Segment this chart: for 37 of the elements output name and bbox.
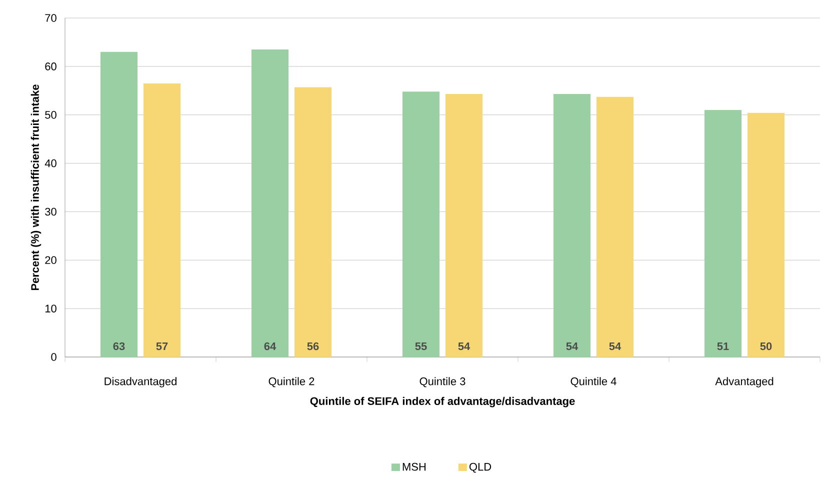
data-label: 54 xyxy=(566,342,578,350)
y-tick-label: 40 xyxy=(44,159,56,168)
bar xyxy=(294,87,332,357)
data-label: 57 xyxy=(156,342,168,350)
bar xyxy=(748,112,785,357)
y-tick-label: 30 xyxy=(45,208,56,216)
bar xyxy=(402,92,440,357)
bar xyxy=(144,83,181,357)
data-label: 50 xyxy=(760,342,772,350)
data-label: 54 xyxy=(458,342,470,350)
data-label: 63 xyxy=(113,342,125,350)
legend-label: MSH xyxy=(402,462,426,471)
bar xyxy=(704,110,742,357)
x-tick-label: Disadvantaged xyxy=(104,377,176,388)
data-label: 55 xyxy=(415,342,427,350)
y-tick-label: 50 xyxy=(45,110,56,119)
bar xyxy=(252,49,289,357)
x-tick-label: Quintile 2 xyxy=(268,377,314,388)
data-label: 54 xyxy=(609,342,622,350)
x-axis-title: Quintile of SEIFA index of advantage/disadvantage xyxy=(310,396,575,408)
bar xyxy=(446,94,483,357)
x-tick-label: Quintile 3 xyxy=(420,377,466,388)
legend-label: QLD xyxy=(469,462,492,473)
y-tick-label: 70 xyxy=(45,14,56,22)
y-tick-label: 10 xyxy=(45,304,56,312)
data-label: 64 xyxy=(264,342,276,350)
bar xyxy=(100,52,138,357)
bar xyxy=(596,96,634,357)
y-tick-label: 0 xyxy=(51,353,56,361)
y-axis-title: Percent (%) with insufficient fruit intake xyxy=(30,84,42,290)
x-tick-label: Quintile 4 xyxy=(570,377,616,388)
x-tick-label: Advantaged xyxy=(715,377,774,388)
y-tick-label: 60 xyxy=(45,62,56,70)
data-label: 51 xyxy=(717,342,729,350)
y-tick-label: 20 xyxy=(45,256,56,264)
data-label: 56 xyxy=(307,342,319,350)
bar xyxy=(554,94,591,357)
